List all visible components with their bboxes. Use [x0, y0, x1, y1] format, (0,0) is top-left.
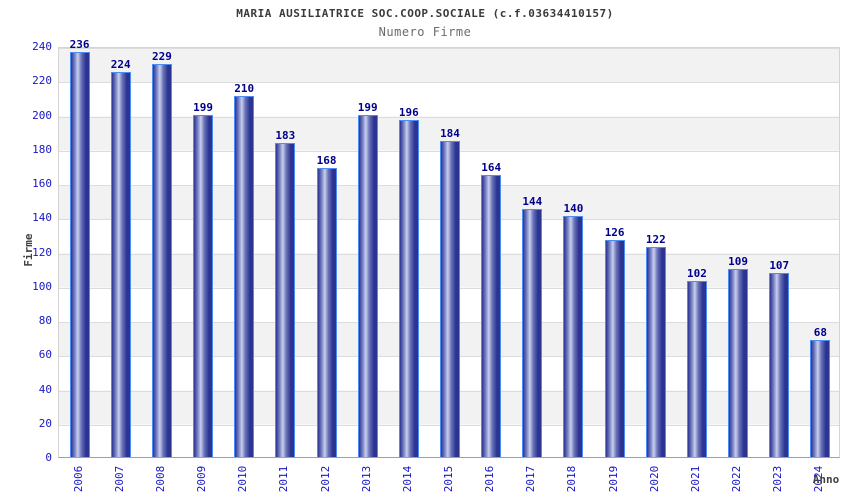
bar-value-label: 199	[193, 101, 213, 115]
x-tick-label: 2022	[730, 465, 744, 493]
bar-2012	[316, 168, 337, 457]
bar-value-label: 229	[151, 49, 172, 63]
bar-2013	[357, 115, 378, 457]
y-tick-label: 120	[32, 245, 52, 259]
x-tick-label: 2013	[359, 465, 373, 493]
bar-2017	[522, 209, 543, 457]
bar-value-label: 184	[440, 126, 460, 140]
bar-2007	[110, 72, 131, 457]
bar-value-label: 126	[604, 226, 625, 240]
x-tick-label: 2011	[277, 465, 291, 493]
bar-2008	[151, 63, 172, 457]
y-tick-label: 100	[32, 279, 52, 293]
bar-2024	[810, 339, 831, 457]
bar-2020	[645, 247, 666, 457]
y-tick-label: 40	[38, 382, 52, 396]
x-tick-label: 2008	[153, 465, 167, 493]
x-axis-title: Anno	[812, 473, 840, 486]
bar-value-label: 183	[275, 128, 296, 142]
bar-value-label: 140	[563, 202, 584, 216]
bar-value-label: 168	[316, 154, 337, 168]
y-tick-label: 80	[38, 314, 52, 327]
plot-area: 236 224 229 199 210 183 168 199 196 184 164 144 140 1…	[58, 38, 840, 458]
x-tick-label: 2006	[71, 465, 85, 493]
x-tick-label: 2019	[606, 465, 620, 493]
x-tick-label: 2023	[771, 465, 785, 493]
y-tick-label: 180	[32, 142, 52, 156]
bar-value-label: 109	[728, 255, 749, 269]
bar-2018	[563, 216, 584, 457]
x-tick-label: 2017	[524, 465, 538, 493]
y-tick-label: 200	[32, 108, 52, 122]
bar-2022	[728, 269, 749, 457]
x-tick-label: 2009	[195, 465, 209, 493]
bar-value-label: 122	[645, 233, 666, 247]
gridline	[59, 116, 839, 118]
bar-2016	[481, 175, 502, 457]
bar-value-label: 196	[398, 106, 419, 120]
bar-value-label: 236	[69, 37, 90, 51]
bar-2023	[769, 272, 790, 457]
bar-2010	[234, 96, 255, 457]
x-tick-label: 2015	[442, 465, 455, 493]
x-tick-label: 2018	[565, 465, 579, 493]
bar-2019	[604, 240, 625, 457]
bar-2006	[69, 51, 90, 457]
x-tick-label: 2007	[112, 465, 126, 493]
gridline	[59, 82, 839, 84]
x-tick-label: 2012	[318, 465, 332, 493]
x-tick-label: 2016	[483, 465, 497, 493]
x-tick-label: 2014	[400, 465, 414, 493]
bar-value-label: 224	[110, 58, 131, 72]
chart-subtitle: Numero Firme	[378, 25, 472, 39]
bar-value-label: 164	[481, 161, 502, 175]
x-tick-label: 2010	[236, 465, 250, 493]
x-tick-label: 2020	[647, 465, 661, 493]
bar-2021	[686, 281, 707, 457]
bar-2014	[398, 120, 419, 457]
bar-value-label: 102	[687, 267, 707, 281]
bar-2015	[440, 140, 460, 457]
bar-value-label: 199	[357, 101, 378, 115]
bar-2011	[275, 142, 296, 457]
bar-value-label: 210	[234, 82, 255, 96]
chart-title: MARIA AUSILIATRICE SOC.COOP.SOCIALE (c.f…	[236, 7, 614, 20]
gridline	[59, 48, 839, 49]
y-tick-label: 220	[32, 74, 52, 88]
y-tick-label: 60	[38, 348, 52, 362]
y-tick-label: 240	[32, 40, 52, 53]
y-tick-label: 140	[32, 211, 52, 225]
bar-value-label: 68	[813, 325, 828, 339]
y-tick-label: 160	[32, 177, 52, 190]
bar-value-label: 144	[522, 195, 543, 209]
x-tick-label: 2021	[688, 465, 702, 493]
y-tick-label: 0	[45, 451, 52, 464]
y-tick-label: 20	[38, 416, 52, 430]
bar-2009	[193, 115, 214, 457]
bar-value-label: 107	[769, 258, 790, 272]
